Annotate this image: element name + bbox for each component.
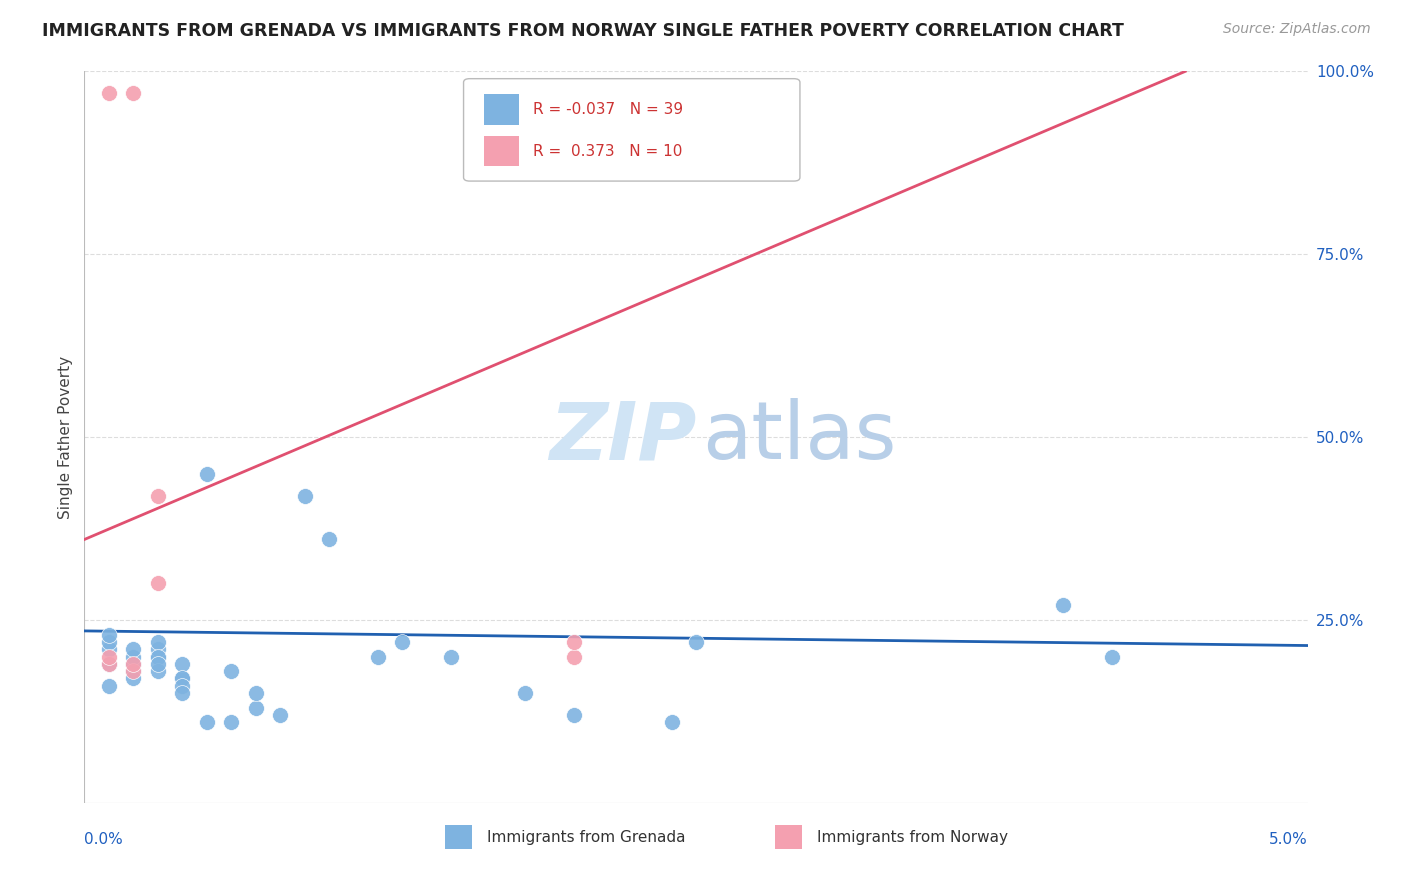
Point [562,635,585,649]
Point [513,686,536,700]
Point [245,686,267,700]
Point [172,686,194,700]
Point [562,649,585,664]
Point [122,664,145,678]
Point [219,664,242,678]
Point [685,635,707,649]
Text: 0.0%: 0.0% [84,832,124,847]
Point [245,700,267,714]
Point [97,679,120,693]
Point [97,87,120,101]
Point [172,679,194,693]
Text: Immigrants from Norway: Immigrants from Norway [817,830,1008,845]
Point [562,708,585,723]
Point [122,664,145,678]
Bar [776,825,803,849]
Point [172,672,194,686]
Point [122,642,145,657]
Point [146,664,169,678]
Point [1101,649,1123,664]
Point [146,657,169,671]
Point [122,672,145,686]
Point [97,649,120,664]
Text: ZIP: ZIP [548,398,696,476]
Text: Immigrants from Grenada: Immigrants from Grenada [486,830,685,845]
Point [122,657,145,671]
Point [97,657,120,671]
Text: atlas: atlas [702,398,897,476]
Point [146,642,169,657]
Point [97,627,120,641]
Text: R = -0.037   N = 39: R = -0.037 N = 39 [533,102,683,117]
Point [146,649,169,664]
Point [146,489,169,503]
Point [661,715,683,730]
Bar [484,94,519,125]
Point [391,635,413,649]
FancyBboxPatch shape [464,78,800,181]
Point [195,467,218,481]
Point [294,489,316,503]
Point [172,657,194,671]
Point [367,649,389,664]
Point [172,672,194,686]
Text: 5.0%: 5.0% [1268,832,1308,847]
Point [195,715,218,730]
Text: IMMIGRANTS FROM GRENADA VS IMMIGRANTS FROM NORWAY SINGLE FATHER POVERTY CORRELAT: IMMIGRANTS FROM GRENADA VS IMMIGRANTS FR… [42,22,1123,40]
Y-axis label: Single Father Poverty: Single Father Poverty [58,356,73,518]
Text: Source: ZipAtlas.com: Source: ZipAtlas.com [1223,22,1371,37]
Point [122,87,145,101]
Text: R =  0.373   N = 10: R = 0.373 N = 10 [533,144,683,159]
Bar [484,136,519,167]
Point [1052,599,1074,613]
Point [440,649,463,664]
Point [97,642,120,657]
Point [318,533,340,547]
Point [122,657,145,671]
Point [122,649,145,664]
Point [146,649,169,664]
Point [146,576,169,591]
Point [97,657,120,671]
Point [97,635,120,649]
Bar [446,825,472,849]
Point [219,715,242,730]
Point [146,635,169,649]
Point [269,708,291,723]
